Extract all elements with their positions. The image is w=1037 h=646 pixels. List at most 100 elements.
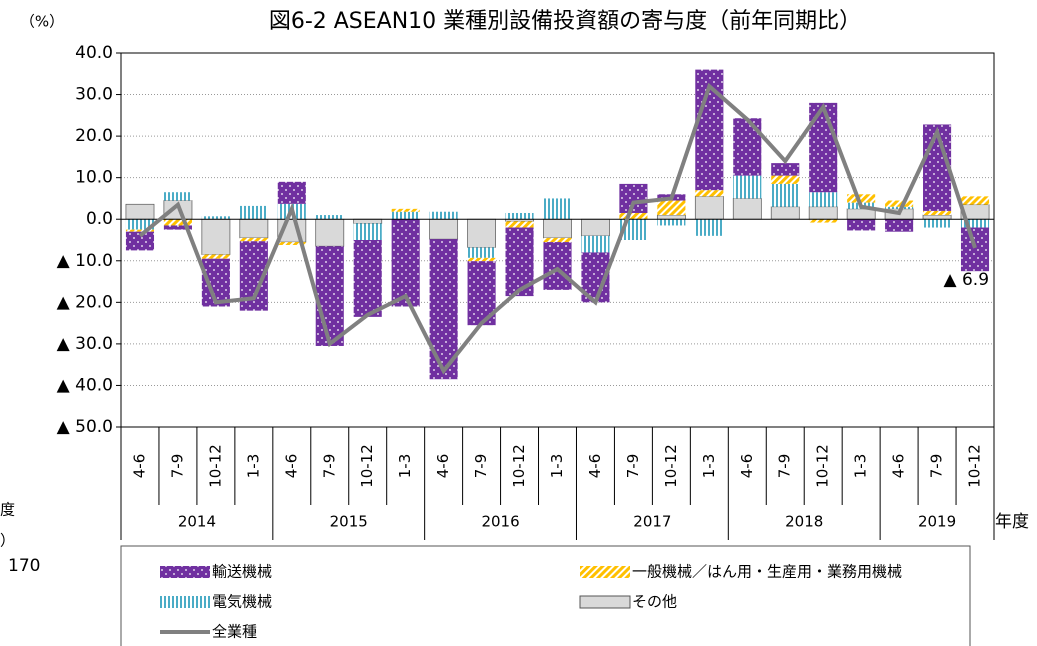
legend-label: 一般機械／はん用・生産用・業務用機械 (632, 563, 902, 581)
y-tick-label: 40.0 (75, 43, 113, 63)
cropped-text: 170 (8, 556, 40, 576)
legend-swatch (580, 566, 630, 578)
x-tick-label: 10-12 (662, 444, 680, 488)
y-tick-label: ▲ 30.0 (57, 334, 113, 354)
plot-border (120, 52, 995, 428)
bar-segment (885, 200, 914, 207)
x-tick-label: 7-9 (624, 454, 642, 479)
bar-segment (163, 219, 192, 226)
x-tick-label: 7-9 (320, 454, 338, 479)
x-axis-label: 年度 (995, 512, 1029, 532)
bar-segment (695, 190, 724, 197)
x-tick-label: 4-6 (130, 454, 148, 479)
y-tick-label: ▲ 10.0 (57, 251, 113, 271)
bar-segment (656, 214, 686, 220)
x-tick-label: 7-9 (928, 454, 946, 479)
bar-segment (505, 221, 534, 228)
bar-segment (467, 247, 496, 258)
bar-segment (125, 219, 155, 230)
total-line (138, 82, 977, 375)
bar-segment (922, 214, 952, 220)
x-tick-label: 10-12 (966, 444, 984, 488)
legend-label: 全業種 (212, 623, 257, 641)
bar-segment (809, 192, 838, 207)
bar-segment (201, 254, 230, 259)
bar-segment (201, 218, 231, 255)
y-tick-label: ▲ 20.0 (57, 292, 113, 312)
legend-label: 電気機械 (212, 593, 272, 611)
bar-segment (733, 175, 762, 199)
x-tick-label: 7-9 (168, 454, 186, 479)
year-label: 2017 (633, 513, 671, 531)
bar-segment (847, 194, 876, 203)
bar-segment (505, 212, 534, 220)
bar-segment (771, 175, 800, 184)
bar-segment (771, 163, 800, 176)
bar-segment (923, 124, 952, 211)
bar-segment (657, 200, 686, 216)
x-tick-label: 1-3 (852, 454, 870, 479)
y-tick-label: 0.0 (86, 209, 113, 229)
bar-segment (808, 206, 838, 220)
chart-title: 図6-2 ASEAN10 業種別設備投資額の寄与度（前年同期比） (269, 9, 861, 34)
bar-segment (923, 219, 952, 228)
bar-segment (543, 237, 572, 243)
bar-segment (619, 183, 648, 213)
year-label: 2014 (178, 513, 216, 531)
bar-segment (543, 198, 572, 220)
bar-segment (733, 118, 762, 176)
x-tick-label: 1-3 (700, 454, 718, 479)
bar-segment (543, 242, 572, 290)
legend-swatch (579, 595, 631, 609)
bar-segment (657, 219, 686, 226)
bar-segment (581, 235, 610, 253)
bar-segment (960, 219, 990, 228)
bar-segment (277, 181, 306, 204)
bar-segment (809, 102, 838, 193)
cropped-text: 度 (0, 501, 15, 519)
bar-segment (353, 240, 382, 317)
y-axis-label: （%） (20, 13, 64, 31)
x-tick-label: 4-6 (586, 454, 604, 479)
bar-segment (467, 257, 496, 262)
bar-segment (695, 219, 724, 236)
bar-segment (960, 196, 990, 205)
bar-segment (694, 196, 724, 220)
x-tick-label: 10-12 (358, 444, 376, 488)
x-tick-label: 10-12 (206, 444, 224, 488)
year-label: 2018 (785, 513, 823, 531)
bar-segment (391, 208, 420, 212)
bar-segment (770, 206, 800, 220)
bar-segment (353, 223, 382, 240)
bar-segment (732, 198, 762, 220)
bar-segment (467, 218, 496, 248)
bar-segment (429, 211, 458, 220)
bar-segment (885, 206, 914, 209)
year-label: 2016 (481, 513, 519, 531)
bar-segment (315, 218, 345, 247)
x-tick-label: 7-9 (776, 454, 794, 479)
bar-segment (391, 211, 420, 220)
legend-label: 輸送機械 (212, 563, 272, 581)
bar-segment (809, 219, 838, 223)
bar-segment (163, 225, 192, 230)
y-tick-label: 30.0 (75, 85, 113, 105)
bar-segment (771, 183, 800, 207)
legend-label: その他 (632, 593, 677, 611)
legend-box (120, 545, 971, 646)
legend-swatch (160, 566, 210, 578)
bar-segment (163, 192, 192, 201)
y-tick-label: ▲ 50.0 (57, 417, 113, 437)
bar-segment (125, 203, 155, 220)
x-tick-label: 4-6 (890, 454, 908, 479)
x-tick-label: 4-6 (434, 454, 452, 479)
bar-segment (125, 229, 155, 232)
y-tick-label: 10.0 (75, 168, 113, 188)
year-label: 2015 (330, 513, 368, 531)
bar-segment (353, 218, 383, 224)
bar-segment (201, 216, 230, 220)
bar-segment (619, 212, 648, 220)
y-tick-label: 20.0 (75, 126, 113, 146)
bar-segment (923, 210, 952, 216)
bar-segment (315, 246, 344, 346)
